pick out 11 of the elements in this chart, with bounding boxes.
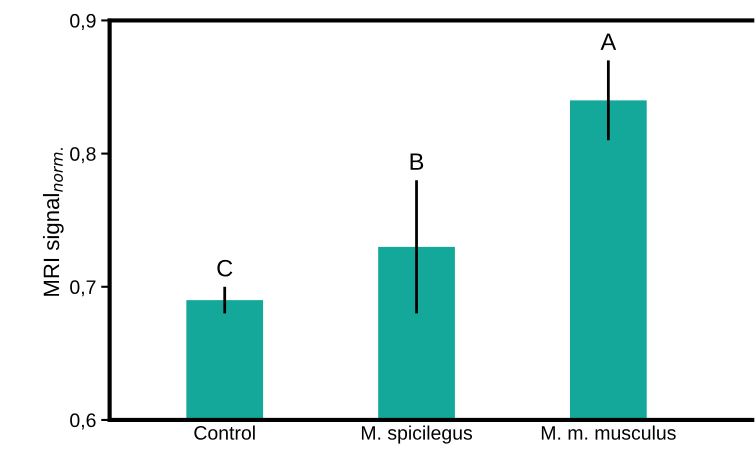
y-tick-label: 0,7 (70, 280, 96, 296)
annotation: C (217, 260, 232, 277)
y-axis-title: MRI signal$_{norm.}$ (42, 148, 64, 296)
annotation: B (410, 154, 424, 170)
y-tick-label: 0,8 (70, 147, 96, 164)
y-tick-label: 0,6 (70, 413, 96, 430)
y-tick-label: 0,9 (70, 14, 96, 30)
x-tick-label: M. m. musculus (542, 426, 676, 440)
annotation: A (600, 34, 616, 50)
x-tick-label: Control (194, 426, 255, 440)
x-tick-label: M. spicilegus (362, 426, 472, 444)
